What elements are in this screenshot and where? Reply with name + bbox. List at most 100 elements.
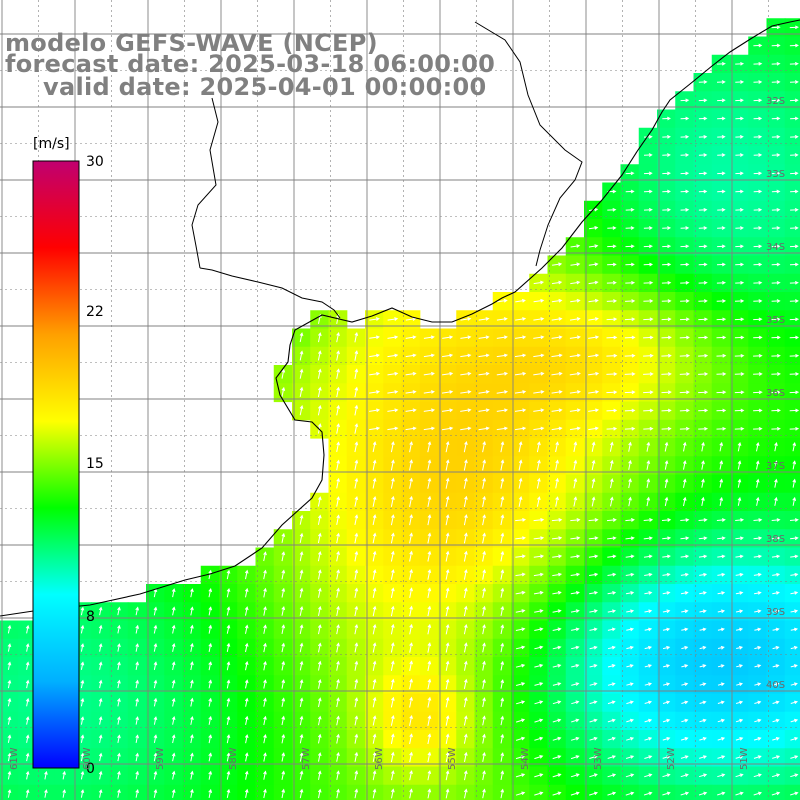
wind-arrow — [717, 700, 725, 705]
speed-cell — [784, 456, 800, 476]
wind-arrow — [625, 299, 636, 303]
wind-arrow — [679, 317, 690, 322]
wind-arrow — [680, 171, 690, 176]
wind-arrow — [679, 426, 690, 431]
wind-arrow — [716, 280, 726, 285]
wind-arrow — [515, 645, 526, 650]
wind-arrow — [372, 477, 377, 489]
wind-arrow — [662, 572, 671, 577]
wind-arrow — [427, 441, 432, 453]
speed-cell — [784, 438, 800, 457]
wind-arrow — [98, 752, 103, 762]
wind-arrow — [643, 244, 653, 249]
wind-arrow — [753, 116, 763, 121]
wind-arrow — [244, 715, 249, 725]
wind-arrow — [482, 587, 486, 598]
wind-arrow — [624, 353, 636, 358]
wind-arrow — [644, 572, 653, 577]
wind-arrow — [405, 390, 417, 394]
wind-arrow — [570, 773, 580, 778]
wind-arrow — [317, 788, 322, 799]
wind-arrow — [281, 679, 286, 689]
wind-arrow — [482, 477, 486, 489]
wind-arrow — [789, 244, 799, 249]
wind-arrow — [496, 408, 509, 413]
wind-arrow — [463, 477, 468, 489]
wind-arrow — [7, 697, 12, 707]
wind-arrow — [792, 441, 797, 452]
speed-cell — [657, 784, 676, 800]
wind-arrow — [25, 752, 30, 762]
wind-arrow — [409, 714, 413, 726]
wind-arrow — [717, 664, 725, 668]
lon-label: 60W — [82, 747, 93, 770]
wind-arrow — [372, 495, 377, 507]
wind-arrow — [117, 716, 121, 725]
wind-arrow — [589, 718, 598, 723]
wind-arrow — [463, 532, 468, 544]
wind-arrow — [735, 207, 744, 212]
wind-arrow — [771, 98, 781, 103]
wind-arrow — [226, 770, 231, 780]
wind-arrow — [153, 716, 158, 725]
wind-arrow — [354, 642, 359, 653]
wind-arrow — [552, 645, 562, 650]
wind-arrow — [445, 660, 450, 671]
wind-arrow — [698, 773, 708, 778]
wind-arrow — [735, 755, 744, 759]
border-line — [191, 97, 219, 269]
lat-label: 38S — [766, 534, 785, 545]
wind-arrow — [753, 299, 763, 303]
wind-arrow — [427, 495, 432, 507]
wind-arrow — [117, 606, 121, 616]
wind-arrow — [662, 737, 671, 741]
wind-arrow — [643, 299, 654, 303]
wind-arrow — [790, 207, 799, 212]
wind-arrow — [790, 755, 799, 759]
wind-arrow — [734, 426, 745, 431]
wind-arrow — [555, 477, 559, 489]
wind-arrow — [534, 645, 544, 650]
wind-arrow — [354, 550, 359, 562]
wind-arrow — [771, 317, 781, 322]
wind-arrow — [606, 299, 618, 303]
wind-arrow — [80, 606, 85, 616]
wind-arrow — [500, 459, 505, 471]
wind-arrow — [717, 773, 726, 778]
wind-arrow — [571, 718, 580, 723]
wind-arrow — [171, 606, 176, 616]
wind-arrow — [569, 335, 581, 340]
wind-arrow — [789, 353, 800, 358]
wind-arrow — [753, 226, 763, 230]
wind-arrow — [500, 624, 505, 635]
wind-arrow — [500, 770, 505, 780]
wind-arrow — [409, 696, 413, 708]
wind-arrow — [514, 408, 527, 413]
wind-arrow — [7, 734, 12, 743]
wind-arrow — [552, 663, 562, 668]
wind-arrow — [208, 788, 213, 798]
wind-arrow — [533, 335, 545, 340]
wind-arrow — [190, 715, 194, 725]
wind-arrow — [771, 153, 781, 157]
wind-arrow — [423, 353, 435, 358]
wind-arrow — [171, 679, 176, 689]
wind-arrow — [423, 426, 436, 431]
wind-arrow — [643, 372, 654, 376]
wind-arrow — [588, 371, 600, 376]
wind-arrow — [281, 788, 286, 799]
wind-arrow — [661, 280, 672, 285]
wind-arrow — [372, 624, 377, 635]
wind-arrow — [753, 536, 763, 541]
wind-arrow — [662, 591, 671, 595]
wind-arrow — [171, 770, 176, 780]
wind-arrow — [427, 770, 432, 781]
wind-arrow — [735, 280, 745, 285]
wind-arrow — [588, 280, 599, 285]
wind-arrow — [789, 426, 800, 431]
wind-arrow — [25, 661, 30, 670]
lon-label: 54W — [520, 747, 531, 770]
wind-arrow — [753, 171, 763, 176]
wind-arrow — [551, 298, 563, 303]
